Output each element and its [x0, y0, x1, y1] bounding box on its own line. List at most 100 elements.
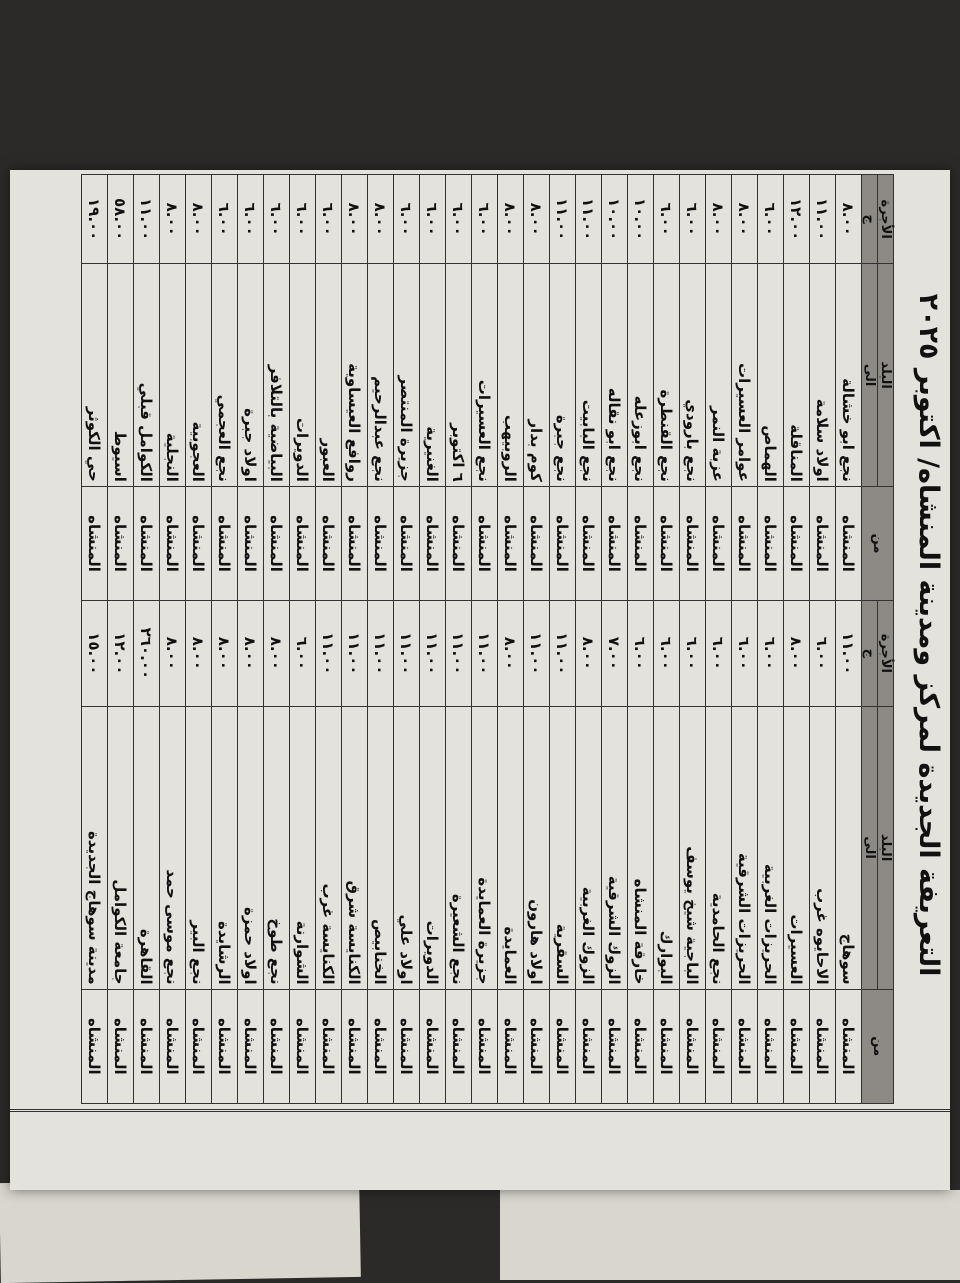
- under-page: [500, 1190, 960, 1280]
- from-cell: المنشاه: [705, 486, 732, 601]
- fare-table: من البلد الأجرة من البلد الأجرة الى ج الى ج المنش…: [81, 174, 894, 1104]
- from-cell: المنشاه: [575, 486, 602, 601]
- from-cell: المنشاه: [731, 989, 758, 1104]
- from-cell: المنشاه: [159, 486, 186, 601]
- to-cell: العبور: [315, 263, 342, 487]
- table-row: المنشاه الباجية شيخ يوسف ٦.٠٠ المنشاه نجع با…: [679, 174, 706, 1104]
- from-cell: المنشاه: [393, 989, 420, 1104]
- from-cell: المنشاه: [549, 989, 576, 1104]
- from-cell: المنشاه: [705, 989, 732, 1104]
- fare-cell: ٦.٠٠: [211, 174, 238, 264]
- table-row: المنشاه القاهرة ٢٦٠.٠٠ المنشاه الكوامل قبلي ١…: [133, 174, 160, 1104]
- from-cell: المنشاه: [679, 989, 706, 1104]
- fare-cell: ١٢.٠٠: [783, 174, 810, 264]
- to-cell: النجلية: [159, 263, 186, 487]
- table-row: المنشاه الحريزات الغربية ٦.٠٠ المنشاه الهماص…: [757, 174, 784, 1104]
- table-row: المنشاه نجع الشعيرة ١١.٠٠ المنشاه ٦ اكتوبر ٦.…: [445, 174, 472, 1104]
- fare-cell: ٦.٠٠: [809, 600, 836, 706]
- to-cell: نجع ابو نقاله: [601, 263, 628, 487]
- fare-cell: ١٢.٠٠: [107, 600, 134, 706]
- fare-cell: ١٩.٠٠: [81, 174, 108, 264]
- document-page: التعريفة الجديدة لمركز ومدينة المنشاه/ ا…: [10, 170, 950, 1190]
- table-row: المنشاه نجع موسى حمد ٨.٠٠ المنشاه النجلية ٨.٠…: [159, 174, 186, 1104]
- fare-cell: ٨.٠٠: [159, 174, 186, 264]
- table-row: المنشاه العسيرات ٨.٠٠ المنشاه المناقلة ١٢.٠٠: [783, 174, 810, 1104]
- from-cell: المنشاه: [523, 486, 550, 601]
- fare-cell: ٦.٠٠: [445, 174, 472, 264]
- from-cell: المنشاه: [211, 989, 238, 1104]
- table-row: المنشاه نجع طوخ ٨.٠٠ المنشاه البياضية بالتلا…: [263, 174, 290, 1104]
- table-row: المنشاه الشوارنة ٦.٠٠ المنشاه الدويرات ٦.٠٠: [289, 174, 316, 1104]
- from-cell: المنشاه: [627, 989, 654, 1104]
- fare-cell: ٨.٠٠: [497, 174, 524, 264]
- to-cell: نجع طوخ: [263, 706, 290, 990]
- to-cell: الباجية شيخ يوسف: [679, 706, 706, 990]
- to-cell: جزيرة المنتصر: [393, 263, 420, 487]
- column-header: الأجرة: [877, 174, 894, 264]
- fare-cell: ٦.٠٠: [653, 600, 680, 706]
- to-cell: نجع العجمي: [211, 263, 238, 487]
- from-cell: المنشاه: [497, 486, 524, 601]
- fare-cell: ٦.٠٠: [653, 174, 680, 264]
- fare-cell: ٨.٠٠: [367, 174, 394, 264]
- column-header: الأجرة: [877, 600, 894, 706]
- fare-cell: ٦.٠٠: [679, 174, 706, 264]
- to-cell: نجع الحامدية: [705, 706, 732, 990]
- to-cell: نجع الشعيرة: [445, 706, 472, 990]
- table-row: المنشاه الزوك الشرقية ٧.٠٠ المنشاه نجع ابو ن…: [601, 174, 628, 1104]
- column-header: الى: [861, 706, 878, 990]
- fare-cell: ٨.٠٠: [705, 174, 732, 264]
- to-cell: مدينة سوهاج الجديدة: [81, 706, 108, 990]
- fare-cell: ٦.٠٠: [237, 174, 264, 264]
- fare-cell: ٨.٠٠: [575, 600, 602, 706]
- fare-cell: ٨.٠٠: [731, 174, 758, 264]
- to-cell: نجع جبرة: [549, 263, 576, 487]
- from-cell: المنشاه: [653, 486, 680, 601]
- from-cell: المنشاه: [679, 486, 706, 601]
- fare-cell: ١١.٠٠: [523, 600, 550, 706]
- from-cell: المنشاه: [185, 486, 212, 601]
- fare-cell: ٢٦٠.٠٠: [133, 600, 160, 706]
- to-cell: نجع عبدالرحيم: [367, 263, 394, 487]
- from-cell: المنشاه: [393, 486, 420, 601]
- header-row: من البلد الأجرة من البلد الأجرة: [861, 174, 894, 1104]
- fare-cell: ٨.٠٠: [341, 174, 368, 264]
- fare-cell: ٦.٠٠: [315, 174, 342, 264]
- fare-cell: ١١.٠٠: [549, 600, 576, 706]
- to-cell: الدويرات: [419, 706, 446, 990]
- to-cell: نجع موسى حمد: [159, 706, 186, 990]
- to-cell: الشوارنة: [289, 706, 316, 990]
- to-cell: السقرية: [549, 706, 576, 990]
- table-row: المنشاه السقرية ١١.٠٠ المنشاه نجع جبرة ١١.٠٠: [549, 174, 576, 1104]
- to-cell: الدويرات: [289, 263, 316, 487]
- fare-cell: ١١.٠٠: [549, 174, 576, 264]
- from-cell: المنشاه: [419, 989, 446, 1104]
- to-cell: الكوامل قبلي: [133, 263, 160, 487]
- from-cell: المنشاه: [263, 486, 290, 601]
- from-cell: المنشاه: [653, 989, 680, 1104]
- from-cell: المنشاه: [731, 486, 758, 601]
- from-cell: المنشاه: [315, 989, 342, 1104]
- fare-cell: ٨.٠٠: [523, 174, 550, 264]
- to-cell: الحريزات الغربية: [757, 706, 784, 990]
- unit-header: ج: [861, 600, 878, 706]
- fare-cell: ٦.٠٠: [757, 600, 784, 706]
- fare-cell: ٦.٠٠: [679, 600, 706, 706]
- table-row: المنشاه الرشايدة ٨.٠٠ المنشاه نجع العجمي ٦.٠٠: [211, 174, 238, 1104]
- from-cell: المنشاه: [263, 989, 290, 1104]
- fare-cell: ١٠.٠٠: [601, 174, 628, 264]
- table-row: المنشاه مدينة سوهاج الجديدة ١٥.٠٠ المنشاه حي…: [81, 174, 108, 1104]
- to-cell: الخنابيص: [367, 706, 394, 990]
- from-cell: المنشاه: [341, 486, 368, 601]
- to-cell: الزوك الشرقية: [601, 706, 628, 990]
- from-cell: المنشاه: [757, 989, 784, 1104]
- from-cell: المنشاه: [185, 989, 212, 1104]
- fare-cell: ٨.٠٠: [835, 174, 862, 264]
- from-cell: المنشاه: [523, 989, 550, 1104]
- under-page: [0, 1176, 361, 1283]
- from-cell: المنشاه: [237, 486, 264, 601]
- to-cell: الكنايسة غرب: [315, 706, 342, 990]
- fare-cell: ٥٨.٠٠: [107, 174, 134, 264]
- to-cell: العسيرات: [783, 706, 810, 990]
- group-header: البلد: [877, 706, 894, 990]
